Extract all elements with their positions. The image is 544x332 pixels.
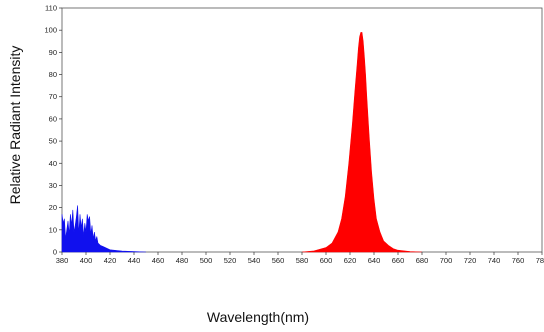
- x-tick-label: 440: [128, 256, 141, 265]
- x-tick-label: 700: [440, 256, 453, 265]
- y-tick-label: 10: [49, 225, 57, 234]
- x-tick-label: 740: [488, 256, 501, 265]
- y-tick-label: 30: [49, 181, 57, 190]
- y-tick-label: 60: [49, 114, 57, 123]
- x-tick-label: 540: [248, 256, 261, 265]
- x-tick-label: 720: [464, 256, 477, 265]
- y-tick-label: 70: [49, 92, 57, 101]
- x-tick-label: 380: [56, 256, 69, 265]
- x-tick-label: 780: [536, 256, 544, 265]
- x-tick-label: 420: [104, 256, 117, 265]
- x-tick-label: 600: [320, 256, 333, 265]
- x-tick-label: 680: [416, 256, 429, 265]
- x-axis-label: Wavelength(nm): [207, 309, 309, 325]
- y-tick-label: 80: [49, 70, 57, 79]
- y-tick-label: 50: [49, 137, 57, 146]
- x-tick-label: 580: [296, 256, 309, 265]
- y-tick-label: 110: [45, 4, 57, 13]
- series-area-2: [301, 32, 423, 253]
- y-tick-label: 100: [44, 26, 57, 35]
- x-tick-label: 560: [272, 256, 285, 265]
- y-tick-label: 90: [49, 48, 57, 57]
- x-tick-label: 760: [512, 256, 525, 265]
- y-axis-label: Relative Radiant Intensity: [7, 46, 23, 205]
- x-tick-label: 520: [224, 256, 237, 265]
- y-tick-label: 20: [49, 203, 57, 212]
- x-tick-label: 460: [152, 256, 165, 265]
- y-axis-ticks: 0 10 20 30 40 50 60 70 80 90 100 110: [44, 4, 62, 257]
- x-tick-label: 640: [368, 256, 381, 265]
- plot-area: [61, 7, 543, 253]
- plot-frame: [61, 7, 543, 253]
- y-tick-label: 0: [53, 248, 57, 257]
- x-tick-label: 400: [80, 256, 93, 265]
- x-tick-label: 480: [176, 256, 189, 265]
- x-tick-label: 660: [392, 256, 405, 265]
- x-tick-label: 500: [200, 256, 213, 265]
- series-area-1: [61, 205, 147, 253]
- y-tick-label: 40: [49, 159, 57, 168]
- x-tick-label: 620: [344, 256, 357, 265]
- x-axis-ticks: 380 400 420 440 460 480 500 520 540 560 580 600 620 6…: [56, 252, 544, 265]
